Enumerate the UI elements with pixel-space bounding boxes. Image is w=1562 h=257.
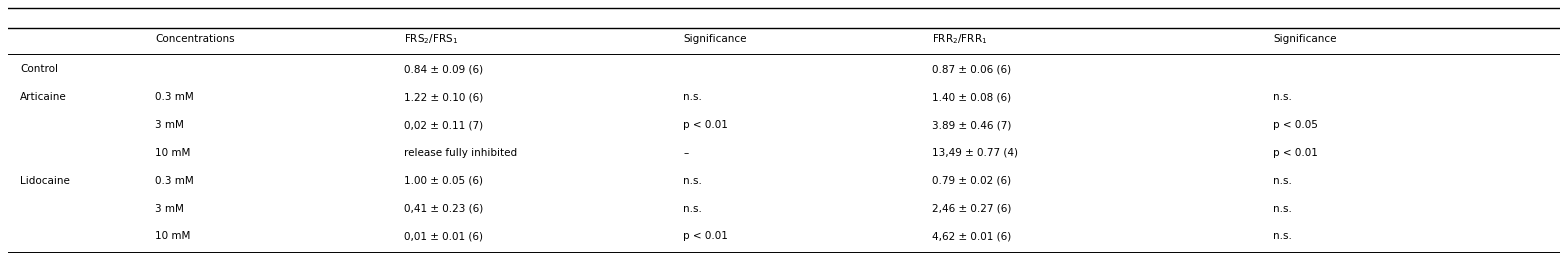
Text: n.s.: n.s. — [1273, 176, 1292, 186]
Text: Lidocaine: Lidocaine — [20, 176, 70, 186]
Text: 10 mM: 10 mM — [155, 231, 191, 241]
Text: p < 0.01: p < 0.01 — [683, 120, 728, 130]
Text: 0.3 mM: 0.3 mM — [155, 176, 194, 186]
Text: p < 0.05: p < 0.05 — [1273, 120, 1318, 130]
Text: 3 mM: 3 mM — [155, 120, 184, 130]
Text: $\mathrm{FRS_2/FRS_1}$: $\mathrm{FRS_2/FRS_1}$ — [403, 32, 458, 46]
Text: 0.79 ± 0.02 (6): 0.79 ± 0.02 (6) — [931, 176, 1011, 186]
Text: n.s.: n.s. — [1273, 92, 1292, 102]
Text: 10 mM: 10 mM — [155, 148, 191, 158]
Text: 3.89 ± 0.46 (7): 3.89 ± 0.46 (7) — [931, 120, 1011, 130]
Text: 0.3 mM: 0.3 mM — [155, 92, 194, 102]
Text: n.s.: n.s. — [1273, 231, 1292, 241]
Text: 0.87 ± 0.06 (6): 0.87 ± 0.06 (6) — [931, 64, 1011, 74]
Text: $\mathrm{FRR_2/FRR_1}$: $\mathrm{FRR_2/FRR_1}$ — [931, 32, 987, 46]
Text: 0,01 ± 0.01 (6): 0,01 ± 0.01 (6) — [403, 231, 483, 241]
Text: Articaine: Articaine — [20, 92, 67, 102]
Text: release fully inhibited: release fully inhibited — [403, 148, 517, 158]
Text: Concentrations: Concentrations — [155, 34, 234, 44]
Text: 13,49 ± 0.77 (4): 13,49 ± 0.77 (4) — [931, 148, 1017, 158]
Text: n.s.: n.s. — [1273, 204, 1292, 214]
Text: 1.22 ± 0.10 (6): 1.22 ± 0.10 (6) — [403, 92, 483, 102]
Text: 3 mM: 3 mM — [155, 204, 184, 214]
Text: p < 0.01: p < 0.01 — [683, 231, 728, 241]
Text: 4,62 ± 0.01 (6): 4,62 ± 0.01 (6) — [931, 231, 1011, 241]
Text: Significance: Significance — [1273, 34, 1337, 44]
Text: 0,02 ± 0.11 (7): 0,02 ± 0.11 (7) — [403, 120, 483, 130]
Text: n.s.: n.s. — [683, 176, 701, 186]
Text: 1.00 ± 0.05 (6): 1.00 ± 0.05 (6) — [403, 176, 483, 186]
Text: –: – — [683, 148, 689, 158]
Text: Control: Control — [20, 64, 58, 74]
Text: Significance: Significance — [683, 34, 747, 44]
Text: 0,41 ± 0.23 (6): 0,41 ± 0.23 (6) — [403, 204, 483, 214]
Text: p < 0.01: p < 0.01 — [1273, 148, 1318, 158]
Text: 2,46 ± 0.27 (6): 2,46 ± 0.27 (6) — [931, 204, 1011, 214]
Text: n.s.: n.s. — [683, 92, 701, 102]
Text: 1.40 ± 0.08 (6): 1.40 ± 0.08 (6) — [931, 92, 1011, 102]
Text: n.s.: n.s. — [683, 204, 701, 214]
Text: 0.84 ± 0.09 (6): 0.84 ± 0.09 (6) — [403, 64, 483, 74]
